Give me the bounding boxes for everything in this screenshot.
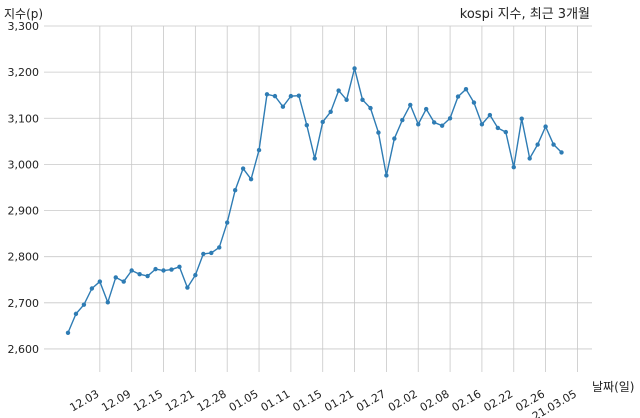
x-tick-label: 02.02 (386, 387, 420, 414)
data-point (320, 119, 325, 125)
data-point (431, 120, 437, 125)
x-tick-label: 12.21 (163, 387, 197, 414)
x-tick-label: 12.15 (131, 387, 165, 414)
data-point (352, 66, 357, 71)
data-point (471, 100, 477, 105)
data-point (368, 105, 373, 111)
data-point (232, 188, 238, 193)
data-point (479, 122, 485, 127)
data-point (201, 251, 206, 257)
data-point (336, 88, 341, 93)
data-point (256, 147, 262, 153)
y-tick-label: 3,300 (8, 20, 40, 33)
data-point (177, 264, 182, 270)
data-point (408, 102, 413, 108)
data-point (447, 116, 453, 121)
data-point (519, 116, 524, 121)
data-point (81, 302, 87, 307)
data-point (487, 112, 493, 118)
data-point (153, 266, 158, 272)
series-line (67, 67, 563, 334)
data-point (193, 272, 198, 278)
data-point (240, 166, 246, 171)
data-point (455, 94, 461, 99)
data-point (535, 142, 540, 147)
data-point (73, 311, 79, 317)
data-point (105, 300, 111, 305)
x-tick-label: 02.08 (418, 387, 452, 414)
y-tick-label: 2,900 (8, 205, 40, 218)
data-point (400, 117, 405, 123)
data-point (328, 109, 333, 115)
data-point (559, 150, 564, 155)
data-point (551, 142, 556, 147)
data-point (169, 267, 174, 272)
data-point (288, 93, 294, 99)
data-point (503, 129, 508, 135)
data-point (495, 125, 501, 131)
data-point (97, 279, 103, 284)
y-tick-labels: 2,600 2,700 2,800 2,900 3,000 3,100 3,200 3,300 (8, 20, 40, 356)
data-point (511, 164, 516, 170)
y-tick-label: 3,100 (8, 112, 40, 125)
grid-layer (44, 25, 592, 372)
y-tick-label: 3,200 (8, 66, 40, 79)
data-point (248, 176, 254, 182)
data-point (384, 173, 389, 178)
x-tick-label: 12.09 (99, 387, 133, 414)
data-point (129, 268, 134, 273)
data-point (296, 93, 302, 98)
x-tick-label: 02.22 (481, 387, 515, 414)
x-tick-label: 02.16 (450, 387, 484, 414)
y-axis-label: 지수(p) (4, 7, 43, 21)
data-point (89, 286, 95, 291)
data-point (280, 104, 286, 109)
x-tick-label: 01.05 (227, 387, 261, 414)
x-tick-labels: 12.0312.0912.1512.2112.2801.0501.1101.15… (68, 387, 579, 418)
x-tick-label: 01.15 (290, 387, 324, 414)
data-point (121, 279, 126, 284)
data-point (527, 156, 532, 161)
data-point (225, 220, 230, 225)
data-point (439, 123, 445, 128)
data-point (360, 97, 365, 103)
x-tick-label: 01.11 (259, 387, 293, 414)
x-tick-label: 12.28 (195, 387, 229, 414)
y-tick-label: 2,800 (8, 251, 40, 264)
chart-title: kospi 지수, 최근 3개월 (460, 7, 590, 22)
series-layer (67, 67, 563, 334)
point-layer (65, 66, 564, 335)
data-point (392, 136, 397, 141)
data-point (344, 97, 349, 103)
data-point (113, 275, 118, 280)
data-point (463, 87, 469, 92)
data-point (543, 124, 548, 129)
x-tick-label: 12.03 (68, 387, 102, 414)
y-tick-label: 3,000 (8, 158, 40, 171)
data-point (185, 285, 190, 290)
y-tick-label: 2,700 (8, 297, 40, 310)
data-point (424, 106, 429, 112)
data-point (145, 273, 150, 279)
data-point (209, 250, 214, 256)
data-point (217, 245, 222, 250)
y-tick-label: 2,600 (8, 343, 40, 356)
data-point (264, 92, 270, 97)
data-point (416, 122, 421, 127)
data-point (312, 156, 317, 161)
x-tick-label: 01.21 (322, 387, 356, 414)
data-point (272, 93, 278, 99)
x-axis-label: 날짜(일) (592, 380, 634, 394)
data-point (376, 130, 381, 135)
x-tick-label: 01.27 (354, 387, 388, 414)
data-point (304, 122, 309, 128)
data-point (65, 330, 71, 335)
data-point (137, 271, 142, 277)
data-point (161, 268, 166, 273)
